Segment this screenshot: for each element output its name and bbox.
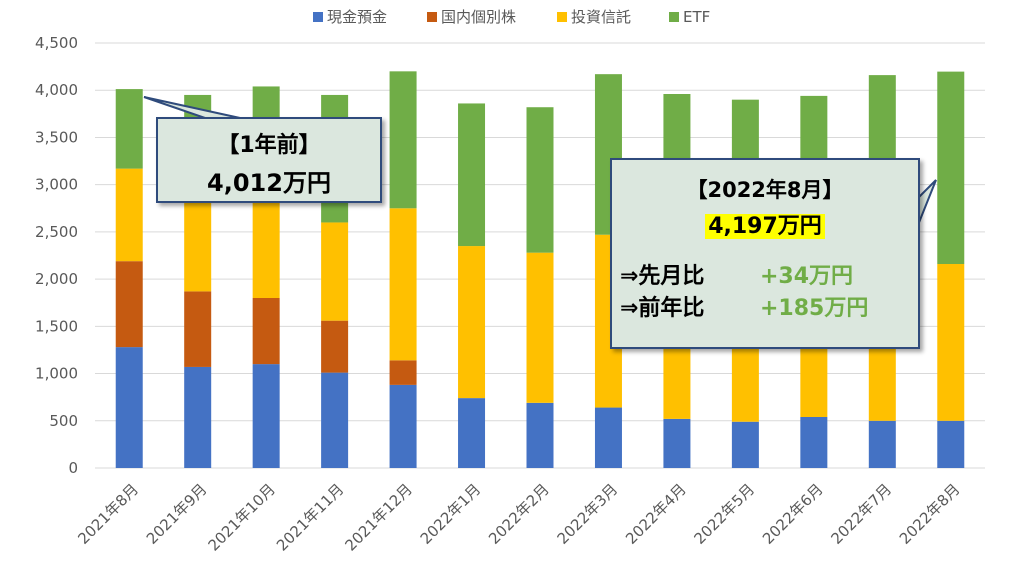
bar-segment — [800, 417, 828, 468]
callout-one-year-ago-value: 4,012万円 — [207, 169, 331, 197]
x-tick-label: 2021年11月 — [273, 480, 347, 554]
callout-one-year-ago: 【1年前】 4,012万円 — [156, 117, 382, 203]
bar-segment — [937, 264, 965, 421]
legend-swatch — [313, 12, 323, 22]
month-comparison-value: +34万円 — [760, 264, 854, 289]
bar-segment — [321, 222, 349, 321]
legend-swatch — [557, 12, 567, 22]
bar-segment — [252, 200, 280, 298]
x-tick-label: 2022年4月 — [622, 480, 690, 548]
bar-segment — [458, 398, 486, 468]
bar-segment — [321, 320, 349, 373]
x-tick-label: 2022年6月 — [759, 480, 827, 548]
x-tick-label: 2021年12月 — [341, 480, 415, 554]
bar-segment — [389, 208, 417, 361]
legend-label: ETF — [683, 8, 710, 26]
x-tick-label: 2021年10月 — [205, 480, 279, 554]
bar-segment — [184, 291, 212, 367]
bar-segment — [252, 364, 280, 468]
x-tick-label: 2022年7月 — [827, 480, 895, 548]
bar-segment — [389, 71, 417, 209]
bar-segment — [184, 366, 212, 468]
x-tick-label: 2022年3月 — [554, 480, 622, 548]
y-tick-label: 4,000 — [35, 81, 78, 99]
legend: 現金預金 国内個別株 投資信託 ETF — [313, 8, 710, 26]
bar-segment — [594, 407, 622, 468]
bar-segment — [731, 421, 759, 468]
bar-segment — [115, 261, 143, 348]
x-tick-label: 2022年5月 — [691, 480, 759, 548]
bar-segment — [868, 420, 896, 468]
bar-segment — [389, 360, 417, 385]
y-tick-label: 3,000 — [35, 176, 78, 194]
bar-segment — [115, 89, 143, 169]
legend-swatch — [427, 12, 437, 22]
bar-segment — [115, 168, 143, 262]
callout-current-label: 【2022年8月】 — [686, 178, 844, 202]
y-tick-label: 0 — [68, 459, 78, 477]
bar-segment — [937, 71, 965, 264]
bar-segment — [389, 384, 417, 468]
callout-one-year-ago-label: 【1年前】 — [217, 133, 321, 158]
bar-segment — [321, 372, 349, 468]
bar-segment — [526, 252, 554, 403]
y-tick-label: 1,000 — [35, 365, 78, 383]
bar-segment — [526, 402, 554, 468]
bar-segment — [115, 347, 143, 468]
year-comparison: ⇒前年比 +185万円 — [620, 290, 918, 322]
legend-label: 投資信託 — [571, 8, 631, 26]
callout-current: 【2022年8月】 4,197万円 ⇒先月比 +34万円 ⇒前年比 +185万円 — [610, 158, 920, 349]
y-tick-label: 2,500 — [35, 223, 78, 241]
month-comparison: ⇒先月比 +34万円 — [620, 258, 918, 290]
y-tick-label: 3,500 — [35, 128, 78, 146]
bar-segment — [252, 298, 280, 365]
x-tick-label: 2022年8月 — [896, 480, 964, 548]
month-comparison-label: ⇒先月比 — [620, 264, 705, 289]
year-comparison-value: +185万円 — [760, 296, 869, 321]
legend-label: 現金預金 — [327, 8, 387, 26]
bar-segment — [526, 107, 554, 253]
x-tick-label: 2021年9月 — [143, 480, 211, 548]
y-tick-label: 2,000 — [35, 270, 78, 288]
legend-swatch — [669, 12, 679, 22]
y-tick-label: 1,500 — [35, 317, 78, 335]
y-axis-ticks: 0 500 1,000 1,500 2,000 2,500 3,000 3,500 4,000 4… — [35, 34, 78, 477]
y-tick-label: 4,500 — [35, 34, 78, 52]
bar-segment — [663, 418, 691, 468]
x-tick-label: 2022年1月 — [417, 480, 485, 548]
year-comparison-label: ⇒前年比 — [620, 296, 705, 321]
bar-segment — [184, 196, 212, 292]
legend-label: 国内個別株 — [441, 8, 516, 26]
x-tick-label: 2021年8月 — [74, 480, 142, 548]
bar-segment — [458, 246, 486, 399]
bar-segment — [937, 420, 965, 468]
callout-current-value: 4,197万円 — [705, 214, 825, 239]
y-tick-label: 500 — [49, 412, 78, 430]
bar-segment — [458, 103, 486, 247]
x-tick-label: 2022年2月 — [485, 480, 553, 548]
